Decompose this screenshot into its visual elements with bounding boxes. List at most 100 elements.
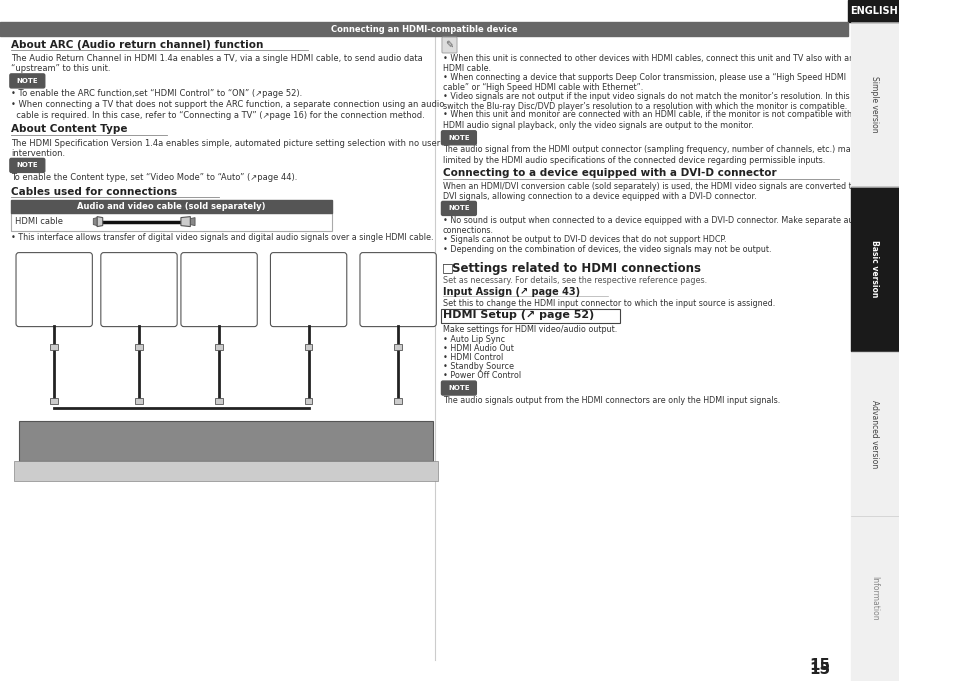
- Text: HDMI cable: HDMI cable: [15, 217, 63, 226]
- Text: • Power Off Control: • Power Off Control: [442, 370, 520, 379]
- Bar: [215, 344, 223, 349]
- Text: ⇔: ⇔: [214, 302, 223, 313]
- Text: Set-top box: Set-top box: [195, 265, 242, 270]
- Bar: [135, 398, 143, 404]
- Text: ⇔: ⇔: [394, 302, 402, 313]
- Bar: [394, 344, 401, 349]
- Bar: [305, 398, 312, 404]
- Text: • HDMI Control: • HDMI Control: [442, 353, 502, 362]
- Text: About Content Type: About Content Type: [11, 125, 128, 135]
- Text: • Auto Lip Sync: • Auto Lip Sync: [442, 334, 504, 343]
- Text: Audio and video cable (sold separately): Audio and video cable (sold separately): [77, 202, 266, 210]
- Text: Cables used for connections: Cables used for connections: [11, 187, 177, 197]
- Text: Information: Information: [869, 576, 879, 621]
- Text: ✎: ✎: [445, 40, 453, 50]
- Bar: [850, 516, 898, 680]
- Bar: [135, 344, 143, 349]
- Bar: [305, 344, 312, 349]
- Text: Input Assign (↗ page 43): Input Assign (↗ page 43): [442, 287, 579, 296]
- Text: Basic version: Basic version: [869, 240, 879, 298]
- Polygon shape: [181, 217, 191, 227]
- Text: 15: 15: [808, 663, 829, 678]
- Text: ENGLISH: ENGLISH: [849, 6, 897, 16]
- Text: □: □: [441, 262, 454, 274]
- Bar: [847, 0, 898, 22]
- Text: Blu-ray Disc
player: Blu-ray Disc player: [30, 261, 78, 274]
- Polygon shape: [93, 218, 97, 225]
- Polygon shape: [97, 217, 103, 227]
- Bar: [440, 308, 619, 323]
- Text: • When this unit is connected to other devices with HDMI cables, connect this un: • When this unit is connected to other d…: [442, 54, 853, 74]
- Text: Make settings for HDMI video/audio output.: Make settings for HDMI video/audio outpu…: [442, 325, 617, 334]
- Text: Set as necessary. For details, see the respective reference pages.: Set as necessary. For details, see the r…: [442, 276, 706, 285]
- Text: NOTE: NOTE: [448, 135, 469, 141]
- Bar: [14, 460, 437, 481]
- Text: Set this to change the HDMI input connector to which the input source is assigne: Set this to change the HDMI input connec…: [442, 298, 775, 308]
- Bar: [850, 22, 898, 186]
- Text: The audio signals output from the HDMI connectors are only the HDMI input signal: The audio signals output from the HDMI c…: [442, 396, 780, 405]
- Text: NOTE: NOTE: [448, 385, 469, 391]
- Text: 15: 15: [808, 659, 829, 674]
- Text: ⇔: ⇔: [134, 302, 143, 313]
- Text: HDMI
OUT: HDMI OUT: [300, 280, 316, 291]
- Text: DVD player: DVD player: [117, 265, 161, 270]
- Text: The Audio Return Channel in HDMI 1.4a enables a TV, via a single HDMI cable, to : The Audio Return Channel in HDMI 1.4a en…: [11, 54, 422, 74]
- Text: HDMI
IN: HDMI IN: [389, 280, 406, 291]
- Text: Connecting to a device equipped with a DVI-D connector: Connecting to a device equipped with a D…: [442, 168, 776, 178]
- FancyBboxPatch shape: [441, 131, 476, 145]
- Text: About ARC (Audio return channel) function: About ARC (Audio return channel) functio…: [11, 40, 263, 50]
- FancyBboxPatch shape: [16, 253, 92, 327]
- Text: • When this unit and monitor are connected with an HDMI cable, if the monitor is: • When this unit and monitor are connect…: [442, 110, 851, 130]
- Text: HDMI Setup (↗ page 52): HDMI Setup (↗ page 52): [442, 310, 594, 319]
- Text: HDMI
OUT: HDMI OUT: [46, 280, 63, 291]
- FancyBboxPatch shape: [359, 253, 436, 327]
- Text: ⇔: ⇔: [209, 218, 218, 227]
- Bar: [19, 421, 433, 460]
- Bar: [51, 398, 58, 404]
- Bar: [11, 200, 332, 212]
- Text: • When connecting a device that supports Deep Color transmission, please use a “: • When connecting a device that supports…: [442, 73, 845, 92]
- Text: NOTE: NOTE: [16, 162, 38, 168]
- Text: Advanced version: Advanced version: [869, 400, 879, 468]
- Text: • Video signals are not output if the input video signals do not match the monit: • Video signals are not output if the in…: [442, 92, 872, 111]
- Text: HDMI: HDMI: [194, 438, 215, 443]
- Text: Settings related to HDMI connections: Settings related to HDMI connections: [452, 262, 700, 274]
- Bar: [394, 398, 401, 404]
- Text: • Standby Source: • Standby Source: [442, 362, 514, 370]
- Text: Simple version: Simple version: [869, 76, 879, 133]
- Bar: [850, 351, 898, 516]
- Text: Game
console: Game console: [294, 261, 323, 274]
- Text: HDMI
OUT: HDMI OUT: [131, 280, 148, 291]
- Bar: [0, 22, 847, 36]
- Text: The HDMI Specification Version 1.4a enables simple, automated picture setting se: The HDMI Specification Version 1.4a enab…: [11, 138, 440, 158]
- Text: ⇔: ⇔: [304, 302, 313, 313]
- Text: • To enable the ARC function,set “HDMI Control” to “ON” (↗page 52).: • To enable the ARC function,set “HDMI C…: [11, 89, 302, 98]
- Bar: [215, 398, 223, 404]
- Text: • Depending on the combination of devices, the video signals may not be output.: • Depending on the combination of device…: [442, 245, 771, 254]
- Text: • When connecting a TV that does not support the ARC function, a separate connec: • When connecting a TV that does not sup…: [11, 100, 444, 119]
- Text: When an HDMI/DVI conversion cable (sold separately) is used, the HDMI video sign: When an HDMI/DVI conversion cable (sold …: [442, 182, 856, 202]
- Bar: [850, 187, 898, 351]
- Text: • Signals cannot be output to DVI-D devices that do not support HDCP.: • Signals cannot be output to DVI-D devi…: [442, 235, 725, 244]
- Text: • HDMI Audio Out: • HDMI Audio Out: [442, 343, 514, 353]
- Text: NOTE: NOTE: [16, 78, 38, 84]
- FancyBboxPatch shape: [10, 159, 45, 172]
- Polygon shape: [191, 218, 194, 225]
- FancyBboxPatch shape: [10, 74, 45, 88]
- Text: HDMI
OUT: HDMI OUT: [211, 280, 227, 291]
- FancyBboxPatch shape: [270, 253, 346, 327]
- Text: • This interface allows transfer of digital video signals and digital audio sign: • This interface allows transfer of digi…: [11, 233, 434, 242]
- Text: • No sound is output when connected to a device equipped with a DVI-D connector.: • No sound is output when connected to a…: [442, 216, 865, 236]
- Bar: [11, 212, 332, 231]
- FancyBboxPatch shape: [441, 37, 456, 53]
- FancyBboxPatch shape: [101, 253, 177, 327]
- FancyBboxPatch shape: [441, 202, 476, 215]
- Text: TV: TV: [393, 265, 403, 270]
- Text: ⇔: ⇔: [51, 302, 58, 313]
- Bar: [51, 344, 58, 349]
- Text: To enable the Content type, set “Video Mode” to “Auto” (↗page 44).: To enable the Content type, set “Video M…: [11, 173, 297, 182]
- Text: NOTE: NOTE: [448, 206, 469, 211]
- Text: Connecting an HDMI-compatible device: Connecting an HDMI-compatible device: [331, 25, 517, 33]
- FancyBboxPatch shape: [181, 253, 257, 327]
- FancyBboxPatch shape: [441, 381, 476, 395]
